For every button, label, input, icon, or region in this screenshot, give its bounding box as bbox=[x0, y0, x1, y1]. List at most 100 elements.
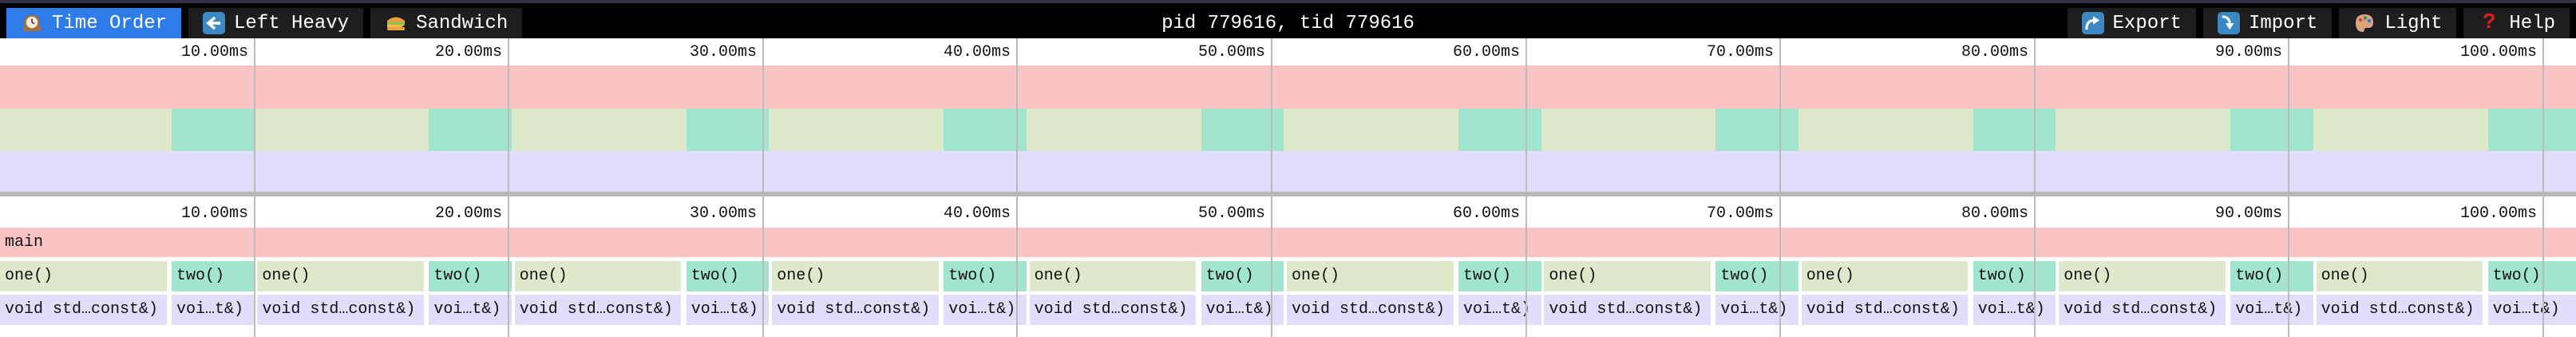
tab-label: Time Order bbox=[52, 12, 168, 34]
tab-time-order[interactable]: Time Order bbox=[6, 8, 182, 38]
flame-cell-one-child[interactable]: void std…const&) bbox=[1544, 295, 1711, 325]
minimap-divider bbox=[0, 192, 2576, 196]
minimap-block-two[interactable] bbox=[1715, 109, 1798, 151]
import-button[interactable]: Import bbox=[2202, 8, 2333, 38]
minimap-block-two[interactable] bbox=[1973, 109, 2056, 151]
flame-cell-one-child[interactable]: void std…const&) bbox=[0, 295, 167, 325]
tab-sandwich[interactable]: Sandwich bbox=[370, 8, 523, 38]
flame-cell-one-child[interactable]: void std…const&) bbox=[2316, 295, 2483, 325]
window-title: pid 779616, tid 779616 bbox=[1161, 13, 1415, 34]
flame-cell-two-child[interactable]: voi…t&) bbox=[1201, 295, 1284, 325]
timeline-gridline bbox=[254, 196, 255, 337]
minimap-band-child[interactable] bbox=[0, 151, 2576, 192]
timeline-gridline bbox=[508, 38, 509, 192]
timeline-tick-label: 60.00ms bbox=[1452, 43, 1520, 61]
minimap[interactable]: 10.00ms 20.00ms 30.00ms 40.00ms 50.00ms 60.00… bbox=[0, 38, 2576, 192]
timeline-tick-label: 20.00ms bbox=[434, 43, 502, 61]
flame-cell-two-child[interactable]: voi…t&) bbox=[1458, 295, 1541, 325]
flame-cell-one[interactable]: one() bbox=[1801, 261, 1969, 291]
palette-icon bbox=[2353, 12, 2376, 34]
action-label: Import bbox=[2248, 12, 2318, 34]
minimap-block-two[interactable] bbox=[429, 109, 512, 151]
minimap-band-one[interactable] bbox=[0, 109, 2576, 151]
timeline-tick-label: 70.00ms bbox=[1706, 204, 1774, 223]
flame-cell-one[interactable]: one() bbox=[1287, 261, 1454, 291]
sandwich-icon bbox=[385, 12, 407, 34]
timeline-tick-label: 100.00ms bbox=[2459, 204, 2537, 223]
flame-cell-two-child[interactable]: voi…t&) bbox=[944, 295, 1027, 325]
flame-cell-two[interactable]: two() bbox=[2230, 261, 2313, 291]
timeline-tick-label: 40.00ms bbox=[943, 43, 1011, 61]
timeline-gridline bbox=[2034, 196, 2036, 337]
flame-cell-two[interactable]: two() bbox=[429, 261, 512, 291]
minimap-block-two[interactable] bbox=[1458, 109, 1541, 151]
flamegraph-view[interactable]: main one() void std…const&) two() voi…t&) one… bbox=[0, 196, 2576, 337]
toolbar: Time Order Left Heavy Sandwich pid 77961… bbox=[0, 0, 2576, 38]
flame-cell-two[interactable]: two() bbox=[1715, 261, 1798, 291]
minimap-block-two[interactable] bbox=[944, 109, 1027, 151]
flame-cell-one[interactable]: one() bbox=[514, 261, 682, 291]
flame-cell-one[interactable]: one() bbox=[0, 261, 167, 291]
timeline-gridline bbox=[2034, 38, 2036, 192]
timeline-gridline bbox=[1271, 38, 1272, 192]
flame-cell-two-child[interactable]: voi…t&) bbox=[2230, 295, 2313, 325]
theme-toggle-button[interactable]: Light bbox=[2339, 8, 2457, 38]
timeline-tick-label: 40.00ms bbox=[943, 204, 1011, 223]
timeline-gridline bbox=[1779, 38, 1781, 192]
flame-cell-two-child[interactable]: voi…t&) bbox=[2487, 295, 2576, 325]
flame-cell-main[interactable]: main bbox=[0, 228, 2576, 257]
minimap-block-two[interactable] bbox=[686, 109, 770, 151]
flame-cell-two-child[interactable]: voi…t&) bbox=[172, 295, 255, 325]
minimap-band-main[interactable] bbox=[0, 65, 2576, 109]
flame-cell-one-child[interactable]: void std…const&) bbox=[2059, 295, 2226, 325]
export-button[interactable]: Export bbox=[2067, 8, 2196, 38]
flame-cell-one[interactable]: one() bbox=[2059, 261, 2226, 291]
action-label: Help bbox=[2509, 12, 2555, 34]
flame-cell-two-child[interactable]: voi…t&) bbox=[1973, 295, 2056, 325]
timeline-tick-label: 50.00ms bbox=[1197, 204, 1265, 223]
flame-cell-one[interactable]: one() bbox=[2316, 261, 2483, 291]
flame-cell-two[interactable]: two() bbox=[1201, 261, 1284, 291]
flame-cell-two-child[interactable]: voi…t&) bbox=[686, 295, 770, 325]
action-label: Light bbox=[2384, 12, 2443, 34]
import-arrow-icon bbox=[2217, 12, 2240, 34]
minimap-block-two[interactable] bbox=[2230, 109, 2313, 151]
toolbar-actions: Export Import Light ? Help bbox=[2067, 8, 2570, 38]
view-tabs: Time Order Left Heavy Sandwich bbox=[6, 8, 523, 38]
flame-cell-two[interactable]: two() bbox=[1973, 261, 2056, 291]
timeline-gridline bbox=[508, 196, 509, 337]
timeline-tick-label: 90.00ms bbox=[2214, 204, 2282, 223]
flame-cell-one-child[interactable]: void std…const&) bbox=[1801, 295, 1969, 325]
flame-cell-two-child[interactable]: voi…t&) bbox=[1715, 295, 1798, 325]
timeline-tick-label: 30.00ms bbox=[689, 43, 757, 61]
question-icon: ? bbox=[2483, 11, 2496, 35]
flame-cell-one[interactable]: one() bbox=[1029, 261, 1197, 291]
flame-cell-one-child[interactable]: void std…const&) bbox=[514, 295, 682, 325]
flame-cell-two[interactable]: two() bbox=[2487, 261, 2576, 291]
flame-cell-two[interactable]: two() bbox=[1458, 261, 1541, 291]
flame-cell-two[interactable]: two() bbox=[172, 261, 255, 291]
timeline-gridline bbox=[1779, 196, 1781, 337]
flame-cell-two[interactable]: two() bbox=[944, 261, 1027, 291]
tab-left-heavy[interactable]: Left Heavy bbox=[188, 8, 364, 38]
help-button[interactable]: ? Help bbox=[2463, 8, 2570, 38]
flame-cell-two-child[interactable]: voi…t&) bbox=[429, 295, 512, 325]
timeline-tick-label: 20.00ms bbox=[434, 204, 502, 223]
timeline-gridline bbox=[2288, 38, 2289, 192]
flame-cell-one-child[interactable]: void std…const&) bbox=[772, 295, 939, 325]
timeline-gridline bbox=[1016, 196, 1018, 337]
timeline-tick-label: 50.00ms bbox=[1197, 43, 1265, 61]
flame-cell-one-child[interactable]: void std…const&) bbox=[1029, 295, 1197, 325]
minimap-block-two[interactable] bbox=[172, 109, 255, 151]
minimap-block-two[interactable] bbox=[1201, 109, 1284, 151]
minimap-block-two[interactable] bbox=[2487, 109, 2576, 151]
flame-cell-one[interactable]: one() bbox=[257, 261, 424, 291]
flame-cell-two[interactable]: two() bbox=[686, 261, 770, 291]
timeline-tick-label: 10.00ms bbox=[180, 204, 248, 223]
flame-cell-one[interactable]: one() bbox=[1544, 261, 1711, 291]
timeline-gridline bbox=[762, 38, 764, 192]
flame-cell-one-child[interactable]: void std…const&) bbox=[1287, 295, 1454, 325]
timeline-gridline bbox=[1271, 196, 1272, 337]
flame-cell-one[interactable]: one() bbox=[772, 261, 939, 291]
flame-cell-one-child[interactable]: void std…const&) bbox=[257, 295, 424, 325]
